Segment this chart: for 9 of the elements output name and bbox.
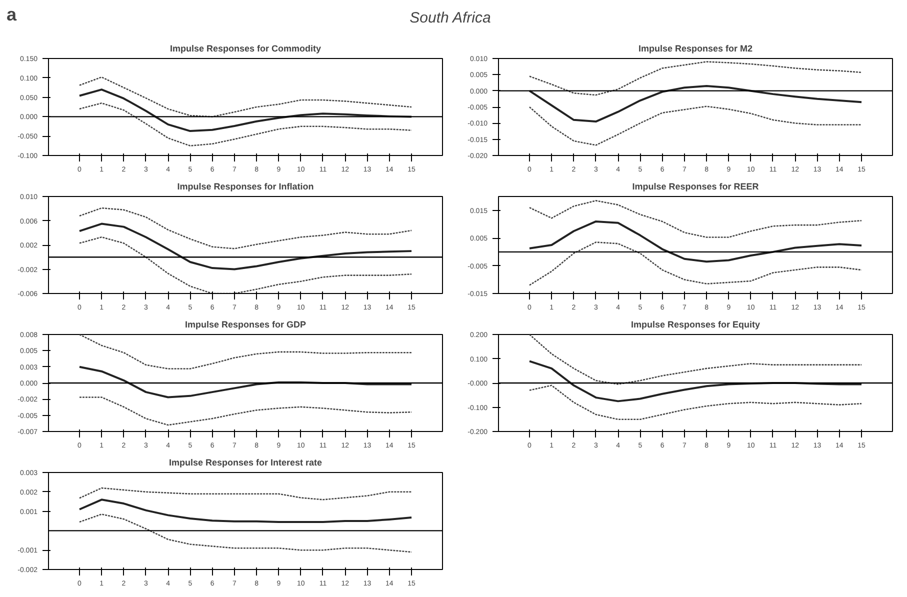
chart-title: Impulse Responses for Commodity [170, 44, 322, 54]
chart-title: Impulse Responses for Inflation [177, 182, 314, 192]
chart-title: Impulse Responses for Equity [630, 320, 760, 330]
chart-title: Impulse Responses for REER [632, 182, 760, 192]
text: South Africa [410, 10, 491, 26]
text: a [6, 4, 18, 24]
chart-title: Impulse Responses for M2 [638, 44, 753, 54]
chart-title: Impulse Responses for Interest rate [168, 458, 322, 468]
chart-title: Impulse Responses for GDP [184, 320, 306, 330]
